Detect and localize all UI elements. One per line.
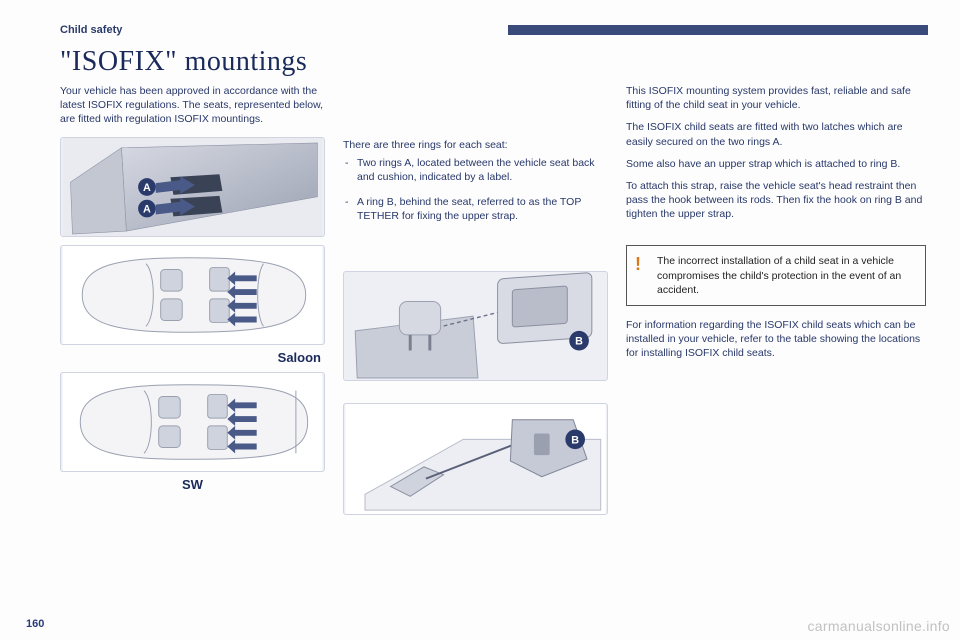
body-grid: Your vehicle has been approved in accord…: [60, 84, 928, 515]
col3-p5: For information regarding the ISOFIX chi…: [626, 318, 926, 361]
caption-sw: SW: [60, 476, 325, 494]
diagram-top-tether-saloon: B: [343, 271, 608, 381]
caption-saloon: Saloon: [60, 349, 321, 367]
diagram-seat-rings-a: A A: [60, 137, 325, 237]
header-rule: [508, 25, 928, 35]
section-label: Child safety: [60, 24, 480, 36]
diagram-sw-top: [60, 372, 325, 472]
warning-box: ! The incorrect installation of a child …: [626, 245, 926, 306]
bullet-ring-b: A ring B, behind the seat, referred to a…: [343, 195, 608, 223]
warning-icon: !: [635, 252, 641, 276]
col3-p2: The ISOFIX child seats are fitted with t…: [626, 120, 926, 148]
intro-text: Your vehicle has been approved in accord…: [60, 84, 325, 127]
label-a-icon: A: [143, 181, 151, 193]
column-1: Your vehicle has been approved in accord…: [60, 84, 325, 515]
column-2: There are three rings for each seat: Two…: [343, 84, 608, 515]
manual-page: Child safety "ISOFIX" mountings Your veh…: [0, 0, 960, 640]
bullet-rings-a: Two rings A, located between the vehicle…: [343, 156, 608, 184]
warning-text: The incorrect installation of a child se…: [657, 255, 901, 295]
label-b-icon: B: [571, 434, 579, 446]
col3-p3: Some also have an upper strap which is a…: [626, 157, 926, 171]
label-b-icon: B: [575, 336, 583, 348]
column-3: This ISOFIX mounting system provides fas…: [626, 84, 926, 515]
col3-p1: This ISOFIX mounting system provides fas…: [626, 84, 926, 112]
rings-lead: There are three rings for each seat:: [343, 138, 608, 152]
diagram-saloon-top: [60, 245, 325, 345]
page-title: "ISOFIX" mountings: [60, 46, 928, 78]
header-bar: Child safety: [60, 24, 928, 36]
label-a-icon: A: [143, 203, 151, 215]
page-number: 160: [26, 618, 44, 630]
rings-list: Two rings A, located between the vehicle…: [343, 156, 608, 223]
watermark: carmanualsonline.info: [808, 618, 951, 634]
col2-text: There are three rings for each seat: Two…: [343, 138, 608, 233]
col3-p4: To attach this strap, raise the vehicle …: [626, 179, 926, 222]
diagram-top-tether-sw: B: [343, 403, 608, 515]
